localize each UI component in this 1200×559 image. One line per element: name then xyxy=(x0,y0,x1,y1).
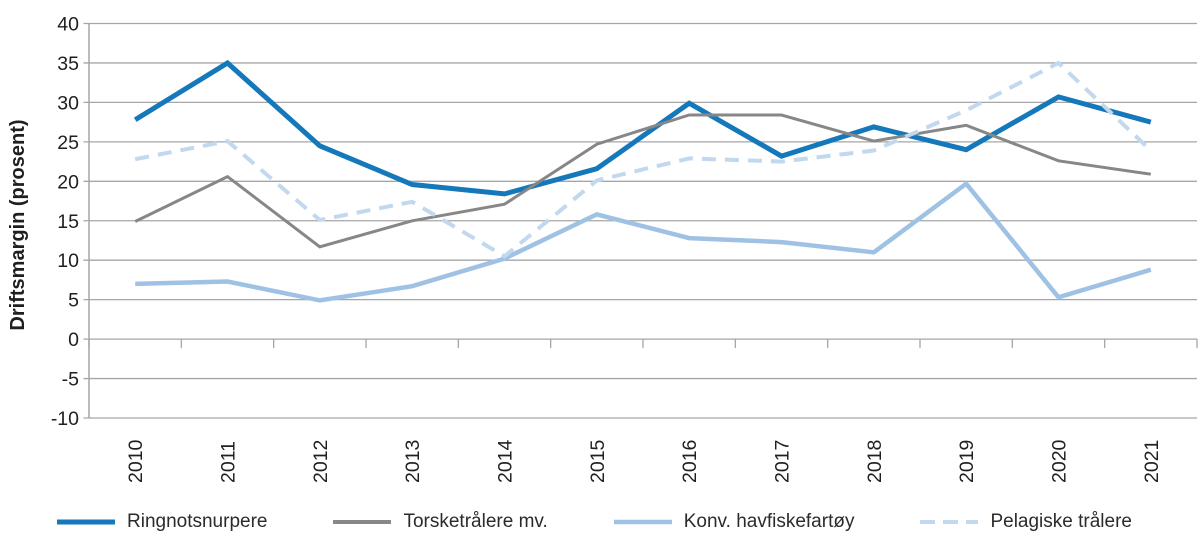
legend-line-sample-ringnotsnurpere xyxy=(57,519,115,525)
svg-text:2010: 2010 xyxy=(125,439,147,483)
chart-legend: Ringnotsnurpere Torsketrålere mv. Konv. … xyxy=(0,498,1200,546)
svg-text:2016: 2016 xyxy=(679,440,701,483)
svg-text:25: 25 xyxy=(57,132,79,154)
svg-text:2021: 2021 xyxy=(1141,440,1163,483)
svg-text:-10: -10 xyxy=(51,408,79,430)
svg-text:2015: 2015 xyxy=(587,439,609,483)
legend-label-torsketralere: Torsketrålere mv. xyxy=(403,511,548,532)
svg-text:5: 5 xyxy=(68,290,79,312)
svg-text:15: 15 xyxy=(57,211,79,233)
svg-text:2013: 2013 xyxy=(402,440,424,483)
svg-text:2018: 2018 xyxy=(864,440,886,483)
svg-text:35: 35 xyxy=(57,53,79,75)
legend-line-sample-torsketralere xyxy=(333,520,392,524)
svg-text:40: 40 xyxy=(57,14,79,36)
svg-text:30: 30 xyxy=(57,92,79,114)
legend-item-pelagiske-tralere: Pelagiske trålere xyxy=(920,511,1132,533)
svg-text:2017: 2017 xyxy=(772,440,794,483)
legend-item-ringnotsnurpere: Ringnotsnurpere xyxy=(57,511,267,533)
legend-label-konv-havfiskefartoy: Konv. havfiskefartøy xyxy=(683,511,855,532)
svg-text:2014: 2014 xyxy=(495,439,517,483)
svg-text:2011: 2011 xyxy=(218,441,240,483)
legend-line-sample-pelagiske-tralere xyxy=(920,520,979,524)
legend-label-pelagiske-tralere: Pelagiske trålere xyxy=(990,511,1132,532)
legend-line-sample-konv-havfiskefartoy xyxy=(613,519,672,525)
legend-label-ringnotsnurpere: Ringnotsnurpere xyxy=(127,511,268,532)
svg-text:0: 0 xyxy=(68,329,79,351)
svg-text:2012: 2012 xyxy=(310,440,332,483)
svg-text:10: 10 xyxy=(57,250,79,272)
legend-item-torsketralere: Torsketrålere mv. xyxy=(333,511,548,533)
svg-text:2020: 2020 xyxy=(1049,439,1071,483)
legend-item-konv-havfiskefartoy: Konv. havfiskefartøy xyxy=(613,511,855,533)
svg-text:2019: 2019 xyxy=(956,440,978,483)
svg-text:-5: -5 xyxy=(62,369,79,391)
svg-text:20: 20 xyxy=(57,171,79,193)
svg-text:Driftsmargin (prosent): Driftsmargin (prosent) xyxy=(7,119,29,330)
